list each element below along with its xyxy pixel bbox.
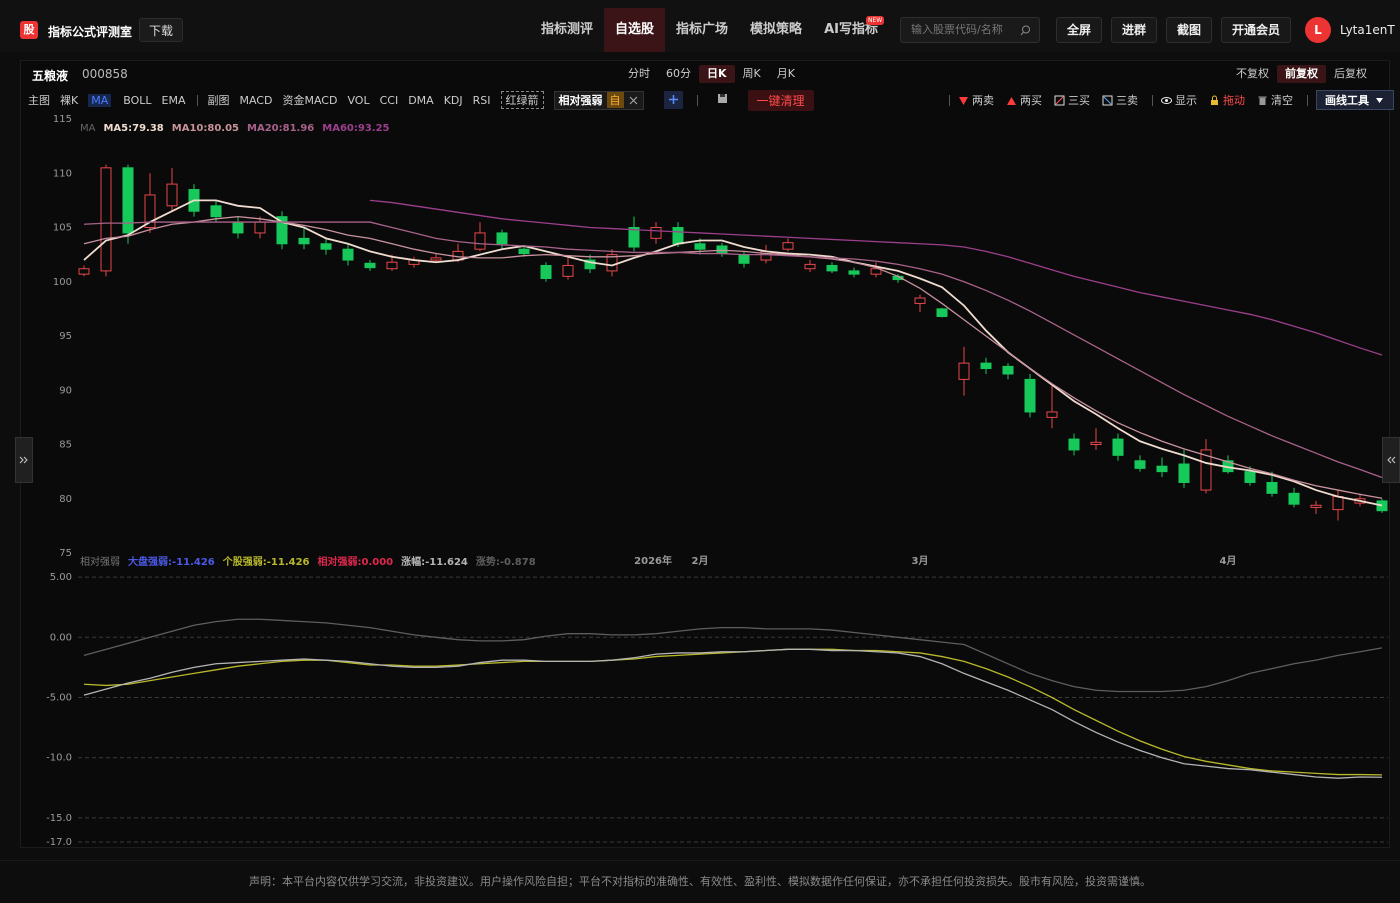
left-collapse[interactable] xyxy=(15,437,33,483)
draw-action-label: 两买 xyxy=(1020,94,1042,107)
sub-indicator[interactable]: RSI xyxy=(472,93,491,107)
active-indicator-name: 相对强弱 xyxy=(558,94,603,107)
separator xyxy=(949,94,950,106)
nav-item[interactable]: 指标广场 xyxy=(676,22,729,37)
draw-action-label: 显示 xyxy=(1175,94,1197,107)
main-indicator[interactable]: EMA xyxy=(161,93,186,107)
main-indicator[interactable]: MA xyxy=(88,93,112,107)
main-label: 主图 xyxy=(28,94,50,107)
sub-indicator[interactable]: KDJ xyxy=(443,93,463,107)
clear-button[interactable]: 一键清理 xyxy=(747,89,814,111)
new-badge: NEW xyxy=(866,16,885,25)
draw-action[interactable]: 三买 xyxy=(1054,92,1090,108)
period-tabs: 分时 60分 日K 周K 月K xyxy=(620,65,803,83)
adjust-tab[interactable]: 前复权 xyxy=(1277,65,1326,83)
draw-action-label: 清空 xyxy=(1271,94,1293,107)
drawing-toolbar: 两卖 两买 三买 三卖 显示 拖动 清空 画线工具 xyxy=(947,90,1394,110)
chart-panel xyxy=(20,60,1390,848)
header-button[interactable]: 截图 xyxy=(1166,17,1213,43)
nav-item[interactable]: 模拟策略 xyxy=(750,22,803,37)
icon xyxy=(1054,95,1065,105)
main-nav: 指标测评 自选股 指标广场 模拟策略 AI写指标 xyxy=(530,8,889,52)
sub-indicator[interactable]: CCI xyxy=(379,93,399,107)
separator xyxy=(696,94,698,106)
period-tab[interactable]: 60分 xyxy=(666,67,691,80)
draw-action[interactable]: 显示 xyxy=(1161,92,1197,108)
period-tab[interactable]: 分时 xyxy=(628,67,650,80)
draw-action[interactable]: 两卖 xyxy=(958,92,994,108)
stock-name: 五粮液 xyxy=(32,69,69,83)
draw-action-label: 两卖 xyxy=(972,94,994,107)
draw-tool-label: 画线工具 xyxy=(1325,94,1369,107)
username[interactable]: Lyta1enT xyxy=(1340,23,1395,37)
period-tab[interactable]: 月K xyxy=(776,67,795,80)
period-tab[interactable]: 周K xyxy=(742,67,761,80)
adjust-tab[interactable]: 不复权 xyxy=(1236,67,1269,80)
save-button[interactable] xyxy=(717,93,728,107)
active-indicator-tag: 自 xyxy=(606,92,624,108)
nav-item[interactable]: 指标测评 xyxy=(541,22,594,37)
logo: 股 xyxy=(20,21,38,39)
active-indicator[interactable]: 相对强弱自 xyxy=(553,90,644,110)
icon xyxy=(668,95,678,104)
icon xyxy=(1007,96,1016,105)
separator xyxy=(1152,94,1153,106)
header-button[interactable]: 全屏 xyxy=(1056,17,1103,43)
draw-action[interactable]: 清空 xyxy=(1257,92,1293,108)
adjust-tab[interactable]: 后复权 xyxy=(1334,67,1367,80)
search-placeholder: 输入股票代码/名称 xyxy=(911,23,1003,36)
draw-action[interactable]: 两买 xyxy=(1006,92,1042,108)
sub-indicator[interactable]: 红绿箭 xyxy=(500,91,544,109)
sub-indicator[interactable]: DMA xyxy=(408,93,434,107)
icon xyxy=(959,96,968,105)
icon xyxy=(1376,97,1383,103)
download-button[interactable]: 下载 xyxy=(139,18,183,42)
sub-label: 副图 xyxy=(207,94,230,107)
chevron-icon xyxy=(19,456,28,464)
right-collapse[interactable] xyxy=(1382,437,1400,483)
draw-action[interactable]: 拖动 xyxy=(1209,92,1245,108)
search-box[interactable]: 输入股票代码/名称 xyxy=(900,17,1040,43)
header-button[interactable]: 进群 xyxy=(1111,17,1158,43)
app-title: 指标公式评测室 xyxy=(48,25,133,39)
search-icon xyxy=(1020,25,1030,36)
stock-code: 000858 xyxy=(82,67,128,81)
header-buttons: 全屏 进群 截图 开通会员 xyxy=(1056,17,1292,43)
separator xyxy=(1307,94,1308,106)
icon xyxy=(717,94,727,103)
adjust-tabs: 不复权 前复权 后复权 xyxy=(1228,65,1375,83)
icon xyxy=(1102,95,1113,105)
add-indicator[interactable] xyxy=(663,91,683,109)
draw-action-label: 三买 xyxy=(1068,94,1090,107)
disclaimer: 声明：本平台内容仅供学习交流，非投资建议。用户操作风险自担；平台不对指标的准确性… xyxy=(0,860,1400,901)
chevron-icon xyxy=(1387,456,1396,464)
draw-action[interactable]: 三卖 xyxy=(1102,92,1138,108)
icon xyxy=(1211,95,1218,105)
draw-action-label: 三卖 xyxy=(1116,94,1138,107)
period-tab[interactable]: 日K xyxy=(699,65,735,83)
indicator-toolbar: 主图 裸K MA BOLL EMA 副图 MACD 资金MACD VOL CCI DMA KDJ RSI… xyxy=(28,89,824,111)
header-button[interactable]: 开通会员 xyxy=(1221,17,1292,43)
avatar[interactable]: L xyxy=(1305,17,1331,43)
draw-action-label: 拖动 xyxy=(1223,94,1245,107)
sub-indicator[interactable]: MACD xyxy=(239,93,273,107)
main-indicator[interactable]: 裸K xyxy=(60,94,79,107)
nav-item[interactable]: AI写指标 xyxy=(824,22,878,37)
sub-indicator[interactable]: 资金MACD xyxy=(282,94,338,107)
nav-item[interactable]: 自选股 xyxy=(604,8,666,52)
icon xyxy=(1258,96,1267,105)
separator xyxy=(197,94,199,106)
icon xyxy=(1161,96,1172,104)
sub-indicator[interactable]: VOL xyxy=(347,93,370,107)
icon xyxy=(629,96,637,104)
draw-tool-button[interactable]: 画线工具 xyxy=(1316,90,1394,110)
main-indicator[interactable]: BOLL xyxy=(123,93,152,107)
